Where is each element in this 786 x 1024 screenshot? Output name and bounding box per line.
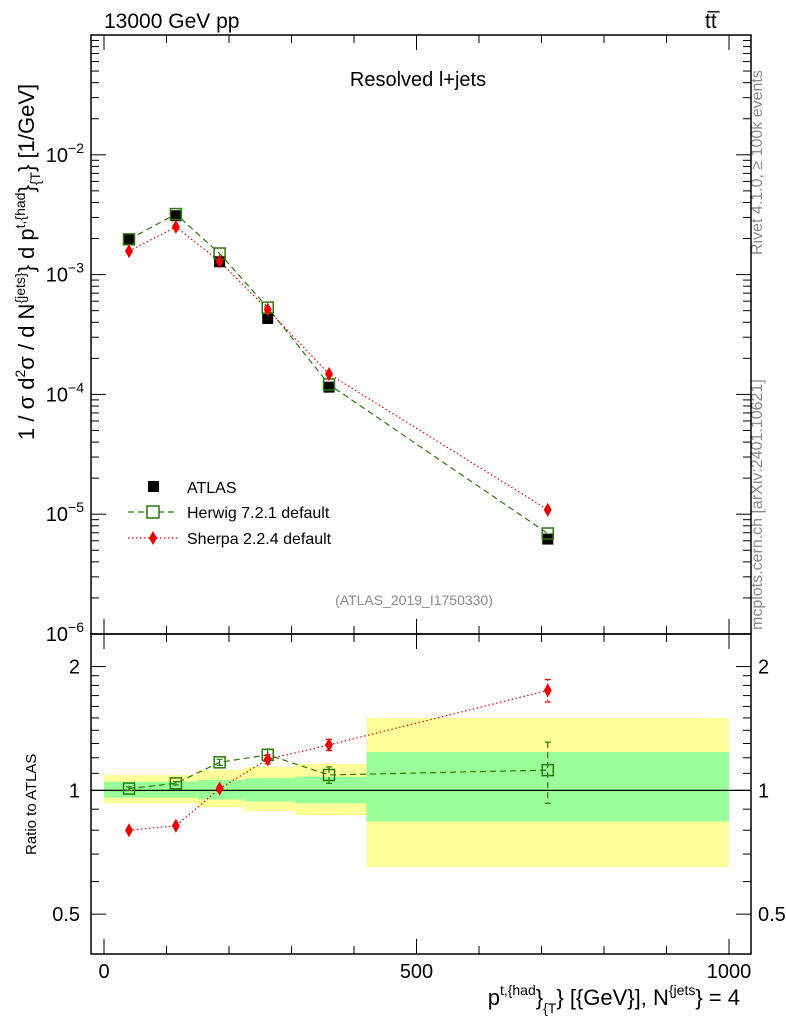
- sherpa-point-3: [263, 752, 272, 767]
- sherpa-point-1: [171, 219, 180, 234]
- ratio-panel: 0.5 0.5 1 1 2 2 0 500 1000 Ratio to ATLAS pt,{h…: [23, 633, 786, 1016]
- sherpa-point-0: [125, 823, 133, 838]
- legend-atlas-label: ATLAS: [187, 480, 237, 497]
- ratio-y-tick-label-right: 2: [758, 657, 769, 679]
- herwig-point-1: [169, 777, 183, 790]
- sherpa-point-4: [325, 367, 333, 382]
- atlas-point-1: [170, 210, 182, 222]
- legend-sherpa-marker: [149, 531, 157, 545]
- herwig-point-4: [322, 768, 336, 782]
- ratio-frame: [90, 633, 752, 955]
- herwig-point-0: [122, 782, 136, 795]
- band-inner-1: [129, 781, 198, 798]
- channel-top: t: [705, 10, 711, 33]
- legend-sherpa-label: Sherpa 2.2.4 default: [187, 531, 332, 548]
- sherpa-point-4: [325, 737, 333, 752]
- main-y-axis-label: 1 / σ d2σ / d N{jets}} d pt,{had}{T} [1/…: [12, 84, 43, 440]
- legend-herwig-label: Herwig 7.2.1 default: [187, 505, 330, 522]
- ratio-y-axis-label: Ratio to ATLAS: [23, 754, 40, 855]
- sherpa-point-5: [543, 683, 552, 698]
- main-panel: 10−6 10−5 10−4 10−3 10−2 Resolved l+jets (AT…: [12, 34, 752, 646]
- ratio-y-tick-label-left: 2: [69, 657, 80, 679]
- legend-atlas-marker: [148, 481, 159, 492]
- legend: ATLAS Herwig 7.2.1 default Sherpa 2.2.4 …: [128, 480, 332, 548]
- herwig-point-1: [169, 207, 183, 221]
- main-y-tick-label: 10−6: [46, 619, 84, 646]
- main-x-ticks: [103, 35, 730, 634]
- main-y-tick-label: 10−2: [46, 140, 84, 167]
- herwig-point-2: [213, 756, 226, 769]
- mcplots-label: mcplots.cern.ch [arXiv:2401.10621]: [749, 379, 766, 630]
- band-inner-0: [104, 781, 129, 798]
- main-y-tick-label: 10−4: [46, 379, 84, 406]
- ratio-y-tick-label-left: 1: [69, 780, 80, 802]
- atlas-point-3: [262, 313, 274, 325]
- sherpa-point-2: [215, 781, 224, 796]
- sherpa-point-3: [263, 302, 272, 317]
- sherpa-point-1: [171, 818, 180, 833]
- ratio-bands: [91, 717, 751, 868]
- x-tick-label: 1000: [707, 961, 752, 983]
- x-tick-label: 500: [400, 961, 433, 983]
- channel-label: tt̅: [705, 10, 721, 33]
- ratio-y-ticks: 0.5 0.5 1 1 2 2: [52, 657, 786, 955]
- herwig-ratio-line: [128, 754, 548, 790]
- process-label: 13000 GeV pp: [104, 10, 239, 33]
- rivet-label: Rivet 4.1.0, ≥ 100k events: [749, 70, 766, 255]
- herwig-point-5: [541, 763, 554, 777]
- chart-title: Resolved l+jets: [350, 69, 486, 91]
- ratio-x-ticks: 0 500 1000: [98, 634, 751, 983]
- sherpa-point-5: [543, 502, 552, 517]
- x-axis-label: pt,{had}{T} [{GeV}], N{jets} = 4: [488, 982, 740, 1016]
- main-y-tick-label: 10−3: [46, 260, 84, 287]
- main-marks: [122, 207, 554, 545]
- sherpa-ratio-line: [128, 689, 548, 831]
- legend-herwig-marker: [146, 505, 160, 519]
- atlas-point-4: [323, 381, 335, 393]
- ratio-y-tick-label-right: 0.5: [758, 904, 786, 926]
- sherpa-point-2: [215, 254, 224, 269]
- main-y-tick-label: 10−5: [46, 499, 84, 526]
- ratio-y-tick-label-right: 1: [758, 780, 769, 802]
- atlas-point-0: [123, 234, 135, 246]
- main-y-ticks: 10−6 10−5 10−4 10−3 10−2: [46, 39, 751, 646]
- herwig-point-5: [541, 527, 554, 540]
- sherpa-main-line: [128, 226, 549, 511]
- analysis-id: (ATLAS_2019_I1750330): [335, 592, 493, 608]
- x-tick-label: 0: [98, 961, 109, 983]
- sherpa-point-0: [125, 244, 133, 259]
- ratio-y-tick-label-left: 0.5: [52, 904, 80, 926]
- herwig-main-line: [128, 213, 549, 535]
- ratio-marks: [122, 678, 554, 838]
